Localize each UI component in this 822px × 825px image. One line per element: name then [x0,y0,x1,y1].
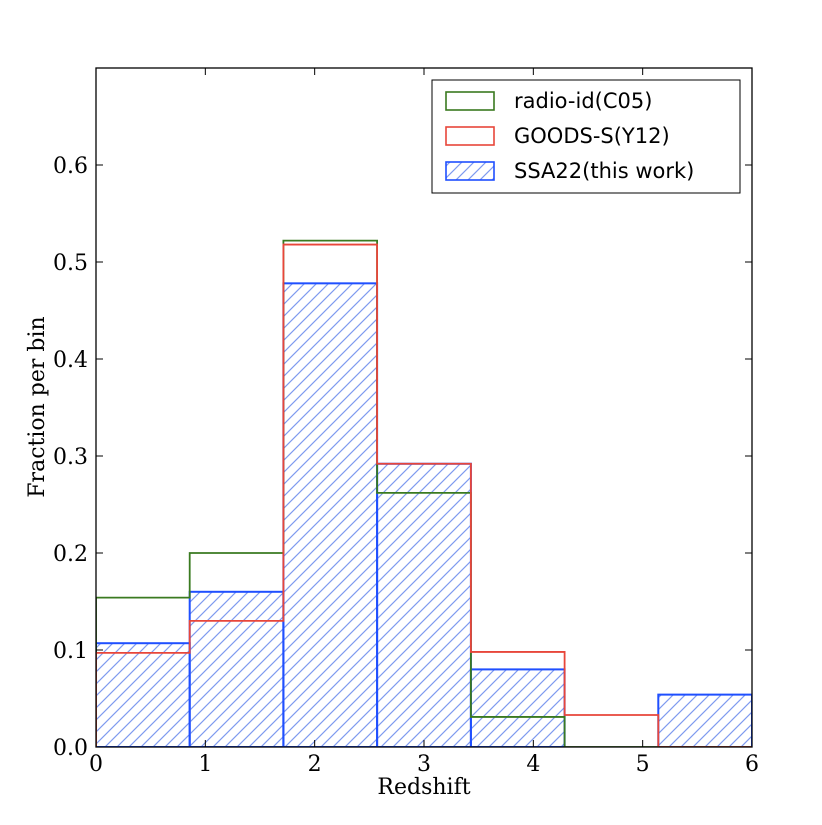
ssa22-bar-5 [469,668,566,747]
step-outlines-layer [96,239,752,747]
legend: radio-id(C05) GOODS-S(Y12) SSA22(this wo… [431,79,741,194]
x-tick-label: 3 [417,752,431,777]
hatched-bars-layer [96,282,752,747]
legend-swatch-ssa22 [445,161,495,181]
y-tick-label: 0.2 [53,542,88,567]
x-tick-label: 5 [636,752,650,777]
x-tick-label: 1 [198,752,212,777]
x-tick-label: 2 [308,752,322,777]
axis-ticks-layer: 0 1 2 3 4 5 6 0.0 0.1 0.2 0.3 0.4 0.5 0.6 [53,68,759,777]
legend-label-goods-s: GOODS-S(Y12) [514,124,670,148]
x-tick-label: 4 [526,752,540,777]
y-tick-label: 0.6 [53,154,88,179]
y-tick-label: 0.5 [53,251,88,276]
goods-s-step-line [96,243,752,747]
x-axis-label: Redshift [377,775,470,800]
legend-swatch-radio-id [445,91,495,111]
x-tick-label: 0 [89,752,103,777]
ssa22-bar-3 [282,282,379,747]
ssa22-bar-7 [657,693,752,747]
y-tick-label: 0.4 [53,348,88,373]
legend-swatch-goods-s [445,126,495,146]
y-tick-label: 0.0 [53,736,88,761]
legend-label-radio-id: radio-id(C05) [514,89,652,113]
y-tick-label: 0.1 [53,639,88,664]
legend-label-ssa22: SSA22(this work) [514,159,694,183]
ssa22-bar-2 [188,590,285,747]
x-tick-label: 6 [745,752,759,777]
ssa22-bar-1 [96,642,191,747]
y-tick-label: 0.3 [53,445,88,470]
ssa22-bar-4 [376,462,472,747]
y-axis-label: Fraction per bin [25,316,50,497]
